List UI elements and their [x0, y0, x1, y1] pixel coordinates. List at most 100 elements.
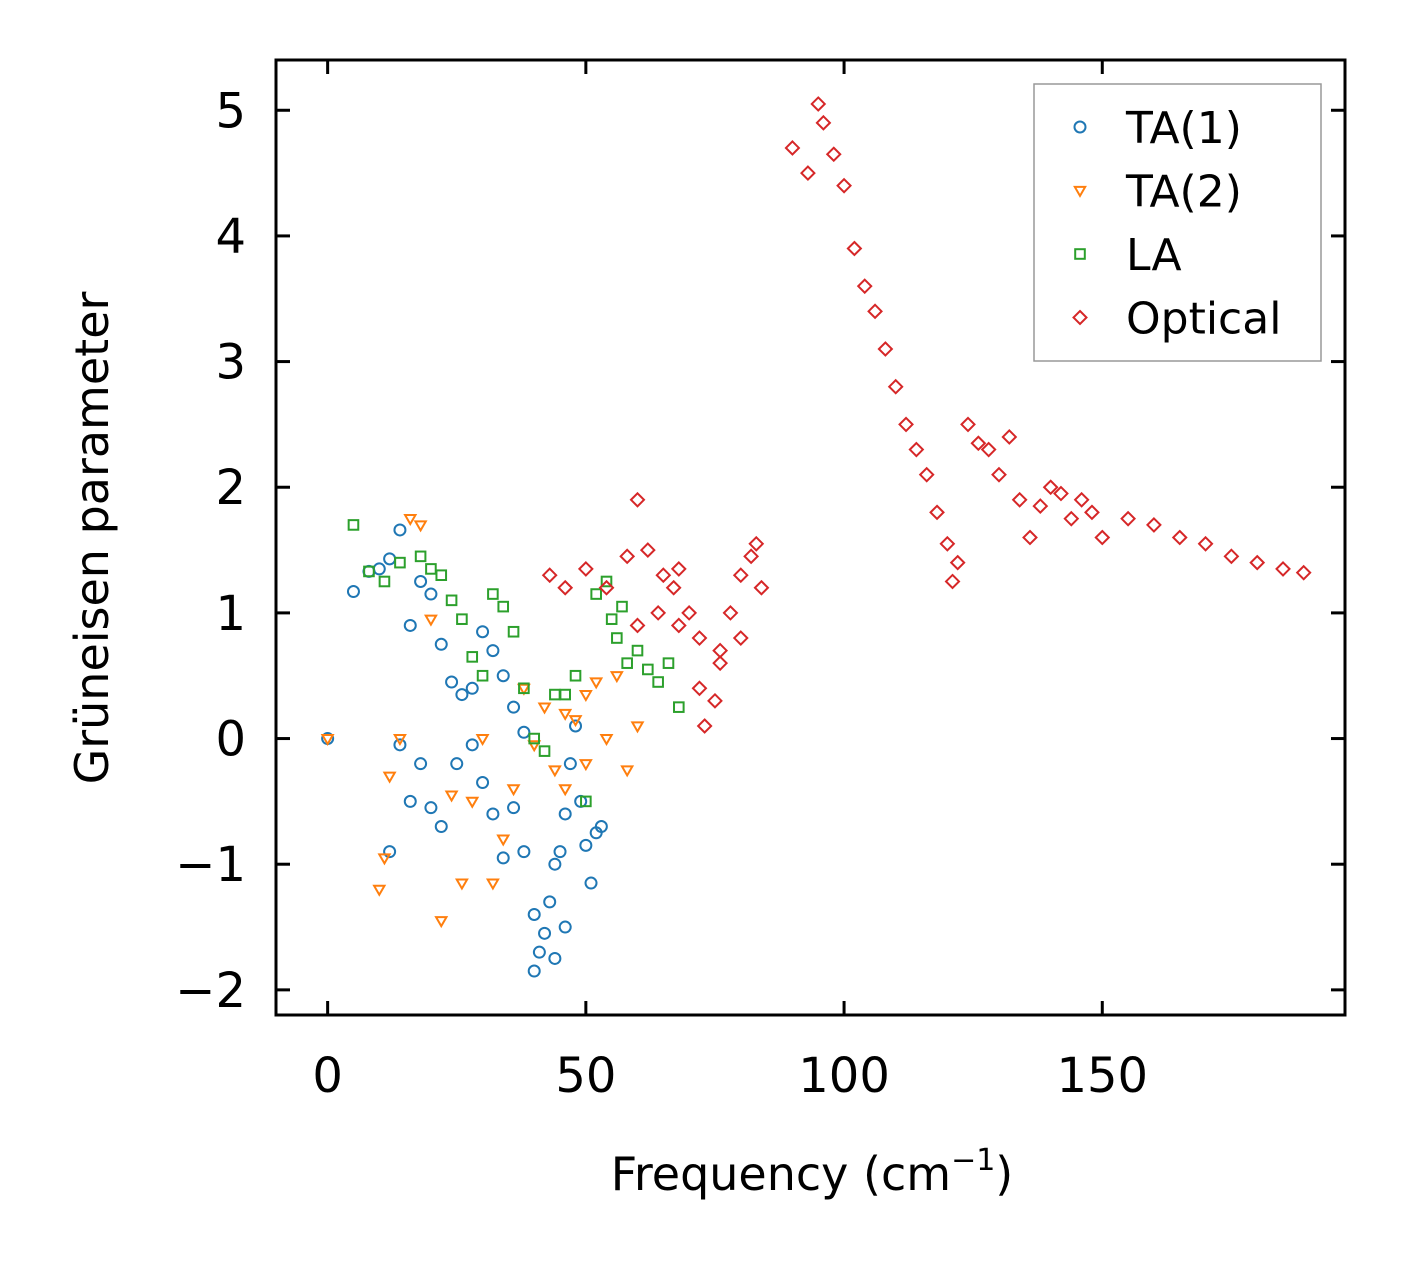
data-point	[1073, 491, 1090, 508]
data-point	[487, 588, 499, 600]
data-point	[507, 625, 520, 638]
data-point	[929, 504, 945, 521]
data-point	[732, 630, 749, 646]
data-point	[631, 644, 644, 657]
data-point	[1120, 510, 1137, 527]
data-point	[630, 721, 645, 734]
data-point	[605, 613, 618, 625]
data-point	[347, 519, 360, 531]
data-point	[944, 573, 961, 590]
data-point	[621, 657, 633, 669]
data-point	[414, 574, 428, 588]
data-point	[856, 278, 873, 295]
data-point	[825, 146, 842, 163]
y-tick-label: 5	[215, 83, 246, 139]
data-point	[580, 795, 592, 808]
x-axis-label-suffix: )	[995, 1147, 1013, 1201]
legend-marker	[1072, 309, 1088, 326]
axis-ticks	[276, 60, 1345, 1015]
data-point	[569, 719, 583, 733]
legend-box	[1033, 83, 1322, 362]
y-tick-label: 2	[215, 460, 246, 516]
data-point	[383, 845, 397, 859]
data-point	[465, 738, 479, 752]
data-point	[800, 165, 816, 182]
data-point	[908, 441, 925, 458]
data-point	[753, 579, 770, 596]
legend-label: Optical	[1126, 294, 1281, 345]
legend-marker	[1073, 120, 1087, 134]
x-axis-label: Frequency (cm−1)	[611, 1143, 1014, 1201]
data-point	[527, 907, 541, 921]
plot-frame	[274, 58, 1347, 1017]
data-point	[424, 801, 438, 815]
data-point	[681, 604, 698, 621]
data-point	[541, 567, 558, 584]
data-point	[691, 680, 708, 697]
series-la	[347, 519, 685, 808]
data-point	[382, 771, 397, 784]
data-point	[662, 657, 675, 669]
data-point	[670, 561, 687, 577]
data-point	[1022, 529, 1038, 546]
data-point	[949, 554, 966, 571]
data-point	[620, 765, 635, 778]
data-point	[558, 807, 572, 821]
data-point	[486, 644, 500, 658]
data-point	[1197, 535, 1214, 552]
legend-label: LA	[1126, 230, 1182, 281]
data-point	[538, 926, 552, 940]
data-point	[939, 535, 956, 552]
data-point	[465, 796, 480, 809]
data-point	[527, 740, 542, 753]
data-point	[1295, 564, 1312, 581]
data-point	[619, 548, 636, 565]
data-point	[1146, 517, 1162, 533]
data-point	[537, 702, 552, 715]
legend-marker	[1074, 248, 1086, 260]
data-point	[413, 520, 428, 533]
data-point	[1053, 485, 1069, 502]
data-point	[553, 845, 567, 859]
data-point	[485, 878, 500, 891]
data-point	[456, 613, 468, 625]
data-point	[568, 715, 583, 728]
y-tick-label: 4	[215, 209, 246, 265]
data-point	[476, 625, 490, 639]
data-point	[559, 688, 571, 701]
series-ta-1	[321, 523, 608, 978]
data-point	[1011, 491, 1028, 508]
data-point	[475, 733, 490, 746]
data-point	[578, 759, 593, 772]
data-point	[578, 689, 593, 702]
data-point	[466, 651, 479, 663]
data-point	[435, 569, 448, 581]
data-point	[377, 853, 392, 866]
data-point	[707, 692, 723, 709]
data-point	[655, 567, 672, 584]
data-point	[423, 614, 438, 627]
data-point	[558, 784, 573, 797]
data-point	[497, 600, 510, 613]
legend-entry: LA	[1074, 230, 1182, 281]
data-point	[414, 550, 427, 563]
data-point	[454, 878, 469, 891]
data-point	[589, 677, 604, 690]
legend-entry: Optical	[1072, 294, 1281, 345]
data-point	[579, 838, 593, 852]
y-tick-label: −1	[175, 837, 246, 893]
data-point	[712, 655, 729, 672]
x-axis-label-main: Frequency (cm	[611, 1147, 951, 1201]
data-point	[393, 733, 407, 746]
x-tick-label: 0	[312, 1048, 343, 1104]
legend-entries: TA(1) TA(2) LA Optical	[1072, 103, 1281, 345]
data-point	[867, 303, 883, 320]
x-tick-label: 100	[798, 1048, 890, 1104]
data-point	[346, 585, 360, 599]
data-point	[616, 600, 628, 613]
data-point	[980, 441, 997, 458]
data-point	[434, 820, 448, 834]
data-point	[532, 945, 546, 959]
data-point	[517, 725, 531, 739]
legend-entry: TA(2)	[1073, 167, 1242, 218]
